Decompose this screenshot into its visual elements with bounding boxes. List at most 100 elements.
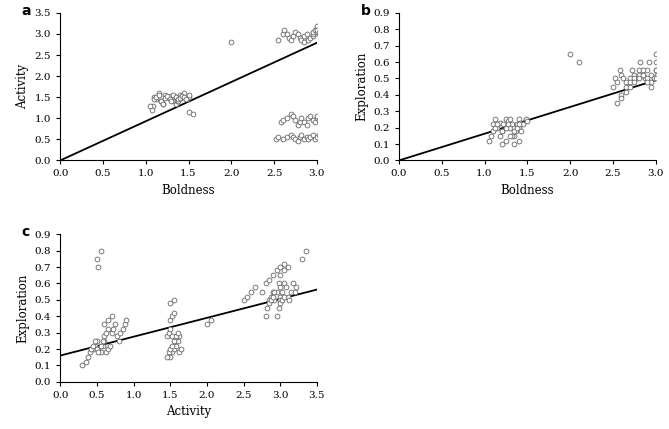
- Point: [520, 116, 531, 123]
- Point: [509, 127, 520, 134]
- Point: [506, 133, 517, 139]
- Point: [617, 75, 628, 82]
- Point: [163, 329, 174, 336]
- Point: [167, 313, 177, 320]
- Point: [312, 24, 322, 31]
- Point: [303, 115, 314, 122]
- Point: [177, 93, 187, 100]
- Point: [117, 326, 128, 333]
- Point: [268, 293, 278, 300]
- Point: [614, 67, 625, 74]
- Point: [650, 75, 661, 82]
- Point: [310, 119, 320, 126]
- Point: [509, 141, 520, 148]
- Point: [165, 95, 175, 102]
- Point: [169, 337, 179, 344]
- Point: [498, 121, 508, 128]
- Point: [271, 313, 282, 320]
- Point: [313, 117, 324, 124]
- Point: [573, 59, 584, 66]
- Point: [151, 96, 161, 103]
- Point: [92, 255, 102, 262]
- Point: [169, 346, 179, 353]
- Point: [277, 30, 288, 37]
- Point: [165, 316, 175, 323]
- Point: [165, 300, 175, 307]
- Point: [167, 342, 177, 349]
- Point: [168, 96, 179, 103]
- Point: [633, 67, 644, 74]
- Point: [177, 94, 188, 101]
- Point: [260, 280, 271, 287]
- Point: [151, 94, 161, 101]
- Point: [290, 136, 301, 143]
- Point: [512, 121, 522, 128]
- Point: [175, 92, 185, 99]
- Text: c: c: [21, 225, 30, 239]
- Text: b: b: [361, 4, 371, 18]
- Point: [505, 124, 516, 131]
- Point: [269, 296, 280, 303]
- Point: [102, 346, 113, 353]
- Point: [620, 83, 631, 90]
- Point: [484, 137, 494, 144]
- Point: [281, 283, 292, 290]
- Point: [282, 115, 292, 122]
- Point: [312, 28, 322, 35]
- Point: [494, 133, 505, 139]
- Point: [511, 127, 522, 134]
- Point: [646, 83, 657, 90]
- Point: [290, 288, 300, 295]
- Point: [201, 321, 212, 328]
- Point: [276, 288, 287, 295]
- Point: [114, 337, 124, 344]
- Point: [171, 94, 181, 101]
- Point: [282, 134, 292, 141]
- Point: [629, 72, 640, 79]
- Point: [310, 26, 320, 33]
- Point: [292, 30, 303, 37]
- Point: [496, 127, 507, 134]
- Point: [288, 33, 298, 39]
- Point: [301, 134, 312, 141]
- Point: [316, 30, 326, 37]
- Point: [172, 329, 183, 336]
- Point: [92, 346, 102, 353]
- Point: [650, 67, 661, 74]
- Point: [264, 277, 274, 284]
- Point: [275, 300, 286, 307]
- Point: [90, 342, 101, 349]
- Point: [294, 134, 305, 141]
- Point: [163, 349, 174, 356]
- Point: [301, 30, 312, 37]
- Point: [638, 72, 648, 79]
- Y-axis label: Exploration: Exploration: [16, 273, 29, 343]
- Text: a: a: [21, 4, 31, 18]
- Point: [88, 342, 98, 349]
- Point: [102, 326, 113, 333]
- Point: [296, 37, 307, 44]
- Point: [99, 321, 110, 328]
- Point: [169, 296, 179, 303]
- Point: [629, 75, 640, 82]
- Point: [77, 362, 88, 369]
- Point: [632, 75, 642, 82]
- Point: [625, 79, 636, 85]
- Point: [238, 296, 249, 303]
- Point: [169, 342, 179, 349]
- Point: [650, 51, 661, 57]
- Point: [84, 349, 95, 356]
- Point: [516, 127, 527, 134]
- Point: [616, 95, 627, 102]
- Point: [145, 102, 155, 109]
- Point: [171, 97, 182, 104]
- Point: [496, 127, 507, 134]
- Point: [307, 132, 318, 139]
- Point: [102, 316, 113, 323]
- Point: [171, 342, 181, 349]
- Point: [275, 296, 286, 303]
- Point: [167, 349, 177, 356]
- Point: [565, 51, 575, 57]
- Point: [278, 293, 289, 300]
- Point: [490, 124, 500, 131]
